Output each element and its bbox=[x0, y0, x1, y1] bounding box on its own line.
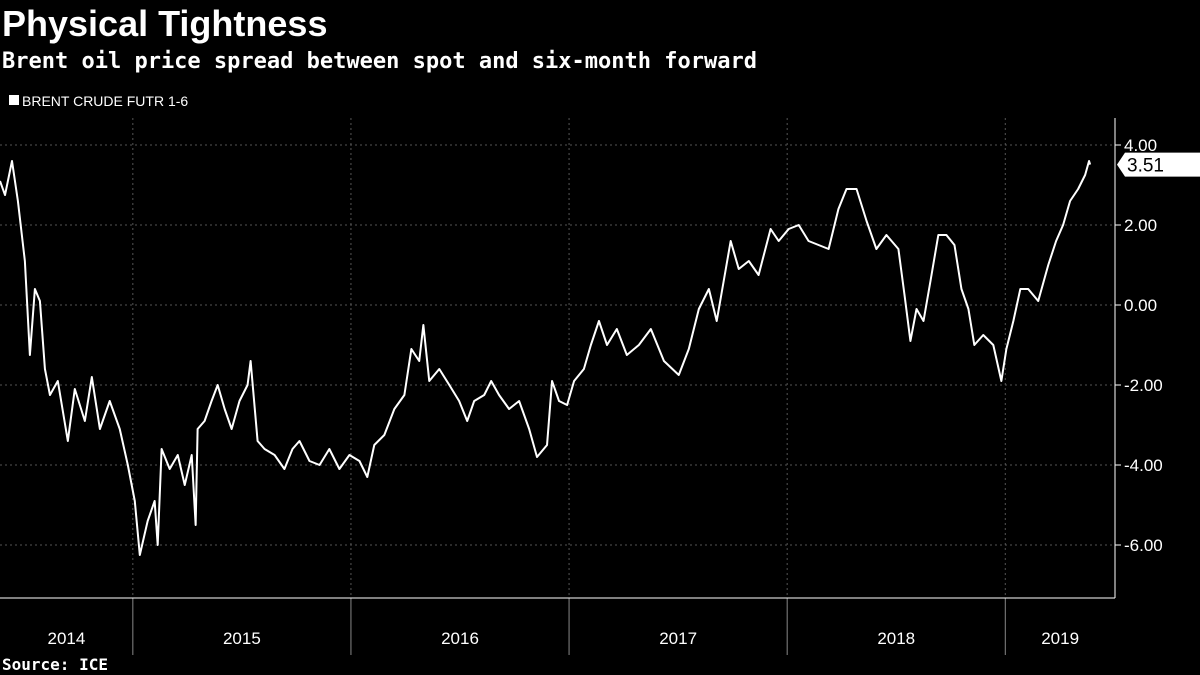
y-tick-label: -6.00 bbox=[1124, 536, 1163, 555]
y-tick-label: 4.00 bbox=[1124, 136, 1157, 155]
line-series bbox=[0, 160, 1092, 556]
last-value-label: 3.51 bbox=[1127, 156, 1164, 177]
last-value-tag bbox=[1117, 152, 1200, 177]
y-tick-label: -2.00 bbox=[1124, 376, 1163, 395]
x-tick-label: 2017 bbox=[659, 629, 697, 648]
x-tick-label: 2019 bbox=[1041, 629, 1079, 648]
x-tick-label: 2015 bbox=[223, 629, 261, 648]
x-tick-label: 2018 bbox=[877, 629, 915, 648]
chart-title: Physical Tightness bbox=[2, 3, 327, 44]
y-tick-label: 2.00 bbox=[1124, 216, 1157, 235]
legend-swatch bbox=[9, 95, 19, 105]
x-tick-label: 2014 bbox=[48, 629, 86, 648]
legend-label: BRENT CRUDE FUTR 1-6 bbox=[22, 93, 188, 109]
y-tick-label: -4.00 bbox=[1124, 456, 1163, 475]
chart-subtitle: Brent oil price spread between spot and … bbox=[2, 49, 757, 74]
source: Source: ICE bbox=[2, 655, 108, 674]
y-tick-label: 0.00 bbox=[1124, 296, 1157, 315]
x-tick-label: 2016 bbox=[441, 629, 479, 648]
